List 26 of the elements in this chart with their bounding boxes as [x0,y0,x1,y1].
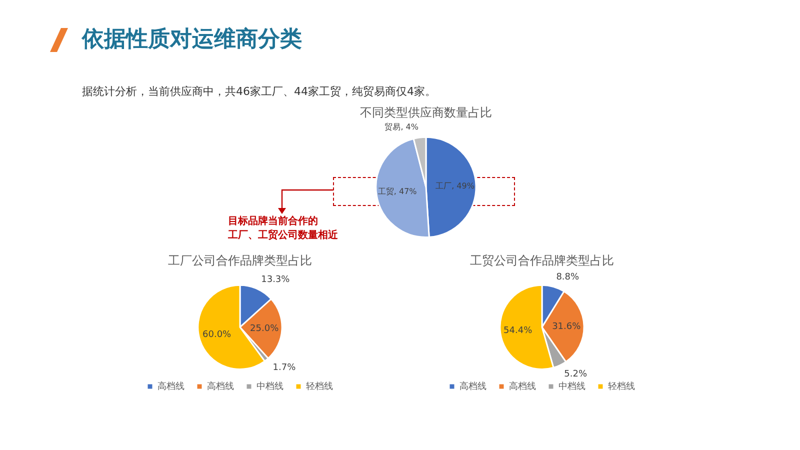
legend-label: 中档线 [558,380,586,392]
legend-label: 轻档线 [608,380,635,392]
legend-label: 高档线 [460,380,486,392]
text: 目标品牌当前合作的 [228,214,318,228]
legend-label: 高档线 [207,380,234,392]
text: 工厂、工贸公司数量相近 [228,228,338,242]
data-label: 54.4% [504,326,533,336]
legend-label: 轻档线 [306,380,333,392]
legend-label: 中档线 [256,380,284,392]
legend-label: 高档线 [509,380,536,392]
chart-title: 工贸公司合作品牌类型占比 [470,253,614,268]
data-label: 13.3% [261,274,290,285]
data-label: 31.6% [552,322,582,332]
chart-title: 工厂公司合作品牌类型占比 [168,253,312,268]
data-label: 25.0% [250,324,280,334]
data-label: 8.8% [556,272,580,282]
slice-label: 工贸, 47% [378,186,418,196]
chart-title: 不同类型供应商数量占比 [360,105,492,120]
text: 据统计分析，当前供应商中，共46家工厂、44家工贸，纯贸易商仅4家。 [82,84,436,99]
legend-label: 高档线 [158,380,184,392]
slice-label: 工厂, 49% [436,181,475,190]
data-label: 1.7% [272,362,296,373]
text: 依据性质对运维商分类 [82,26,302,54]
data-label: 60.0% [202,330,232,340]
slice-label: 贸易, 4% [384,122,419,132]
data-label: 5.2% [564,370,588,380]
